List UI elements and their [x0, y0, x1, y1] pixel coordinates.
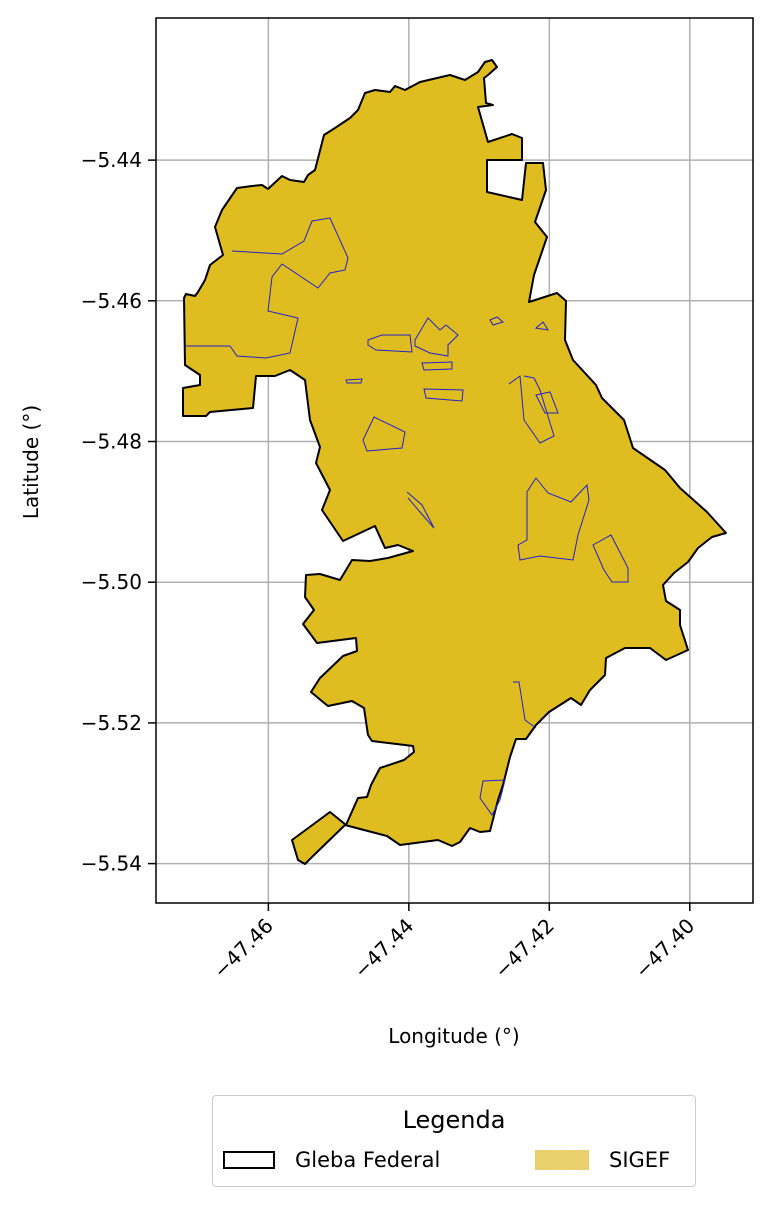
y-tick-label: −5.48 — [81, 430, 142, 454]
sigef-parcel — [479, 779, 506, 816]
sigef-parcel — [367, 334, 413, 353]
legend-label-gleba-federal: Gleba Federal — [295, 1148, 441, 1172]
legend: Legenda Gleba Federal SIGEF — [212, 1095, 696, 1187]
x-tick-label: −47.40 — [630, 914, 699, 983]
sigef-parcel — [489, 316, 505, 326]
x-axis-label: Longitude (°) — [388, 1024, 519, 1048]
sigef-parcel — [362, 416, 406, 452]
x-tick-label: −47.46 — [209, 914, 278, 983]
legend-item-gleba-federal: Gleba Federal — [223, 1148, 440, 1172]
sigef-parcel — [517, 477, 590, 561]
sigef-parcel — [508, 375, 555, 444]
legend-item-sigef: SIGEF — [535, 1148, 670, 1172]
sigef-parcel — [423, 388, 464, 402]
axes-frame — [155, 17, 754, 904]
y-tick-label: −5.44 — [81, 148, 142, 172]
sigef-parcel — [414, 317, 459, 357]
sigef-parcel — [185, 217, 349, 359]
map-shapes — [182, 59, 727, 865]
sigef-parcel — [513, 681, 537, 729]
gleba-federal-swatch — [223, 1151, 275, 1169]
sigef-swatch — [535, 1150, 589, 1170]
sigef-parcel — [406, 491, 435, 529]
legend-title: Legenda — [402, 1106, 506, 1134]
sigef-parcel — [592, 534, 629, 583]
sigef-parcel — [535, 391, 559, 414]
x-tick-label: −47.42 — [490, 914, 559, 983]
y-axis-label: Latitude (°) — [19, 405, 43, 519]
y-tick-label: −5.50 — [81, 570, 142, 594]
y-tick-label: −5.54 — [81, 852, 142, 876]
y-tick-label: −5.46 — [81, 289, 142, 313]
axes-border — [155, 17, 754, 904]
x-tick-label: −47.44 — [349, 914, 418, 983]
sigef-parcel — [534, 321, 550, 331]
sigef-parcels — [185, 217, 629, 816]
sigef-parcel — [345, 378, 363, 384]
legend-label-sigef: SIGEF — [609, 1148, 671, 1172]
gleba-sigef-polygon — [182, 59, 727, 865]
y-tick-label: −5.52 — [81, 711, 142, 735]
sigef-parcel — [421, 361, 453, 371]
